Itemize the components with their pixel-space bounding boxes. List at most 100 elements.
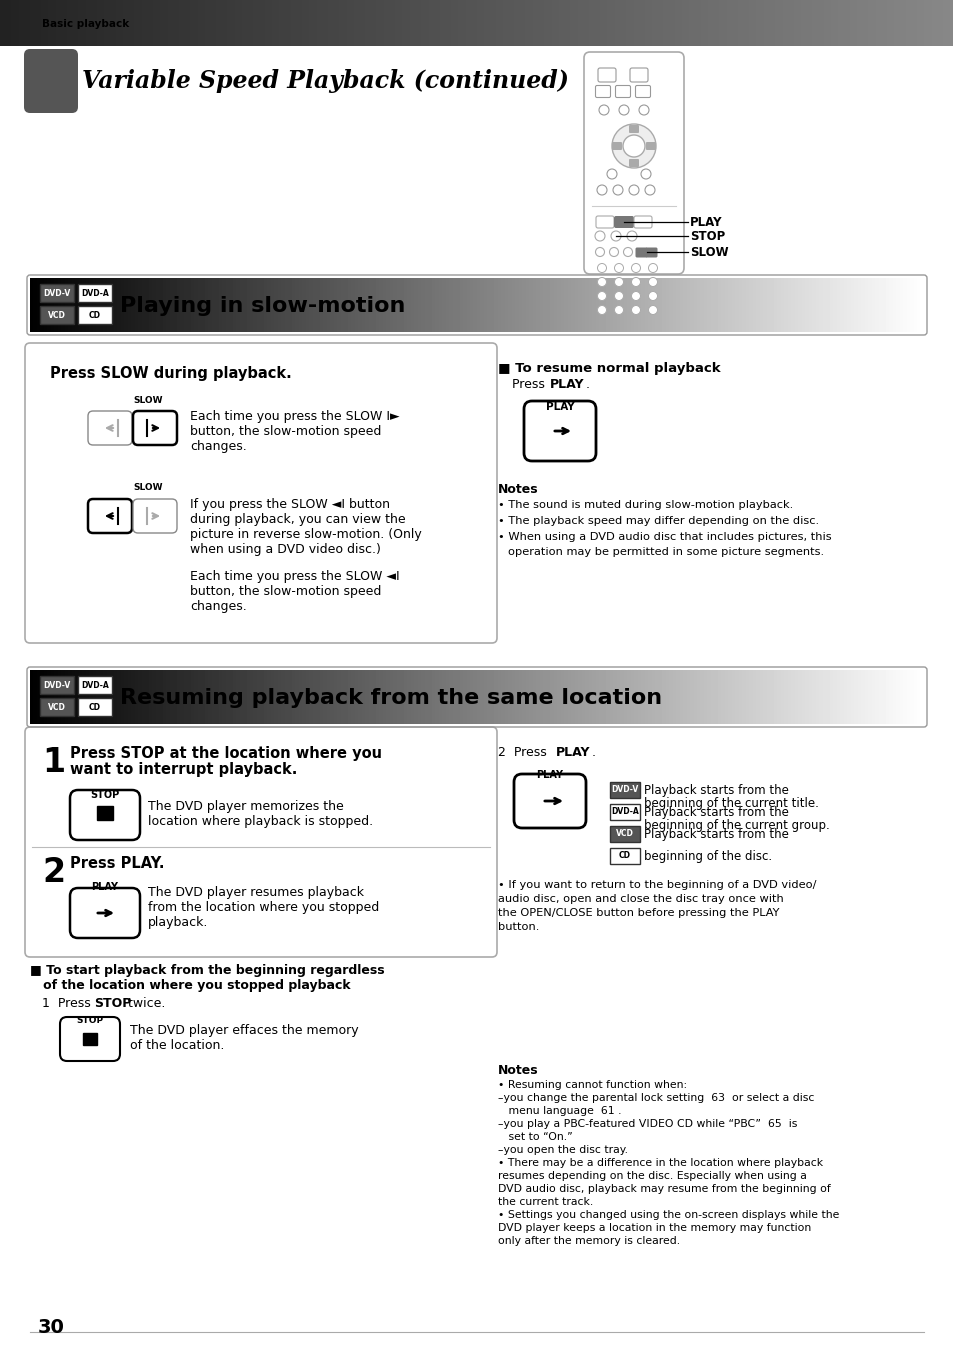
Bar <box>97 806 112 820</box>
FancyBboxPatch shape <box>132 411 177 445</box>
Text: of the location.: of the location. <box>130 1039 224 1051</box>
Bar <box>609 848 639 864</box>
Text: 1: 1 <box>42 745 65 779</box>
Circle shape <box>628 185 639 195</box>
Text: –you play a PBC-featured VIDEO CD while “PBC”  65  is: –you play a PBC-featured VIDEO CD while … <box>497 1119 797 1130</box>
Circle shape <box>614 278 623 287</box>
Text: PLAY: PLAY <box>689 216 721 229</box>
Circle shape <box>597 185 606 195</box>
Text: DVD audio disc, playback may resume from the beginning of: DVD audio disc, playback may resume from… <box>497 1184 830 1194</box>
FancyBboxPatch shape <box>88 411 132 445</box>
Text: SLOW: SLOW <box>689 245 728 259</box>
Text: audio disc, open and close the disc tray once with: audio disc, open and close the disc tray… <box>497 894 783 905</box>
Circle shape <box>614 291 623 301</box>
Text: Press SLOW during playback.: Press SLOW during playback. <box>50 367 292 381</box>
FancyBboxPatch shape <box>523 400 596 461</box>
Circle shape <box>610 231 620 241</box>
Text: twice.: twice. <box>124 998 165 1010</box>
Text: beginning of the current group.: beginning of the current group. <box>643 820 829 832</box>
FancyBboxPatch shape <box>25 342 497 643</box>
Text: If you press the SLOW ◄I button: If you press the SLOW ◄I button <box>190 497 390 511</box>
Text: PLAY: PLAY <box>536 770 563 780</box>
Text: Variable Speed Playback (continued): Variable Speed Playback (continued) <box>82 69 568 93</box>
Circle shape <box>631 278 639 287</box>
Text: • When using a DVD audio disc that includes pictures, this: • When using a DVD audio disc that inclu… <box>497 532 831 542</box>
Text: Playback starts from the: Playback starts from the <box>643 828 788 841</box>
Bar <box>609 803 639 820</box>
Circle shape <box>609 248 618 256</box>
Text: Resuming playback from the same location: Resuming playback from the same location <box>120 687 661 708</box>
Text: Playback starts from the: Playback starts from the <box>643 785 788 797</box>
Text: .: . <box>592 745 596 759</box>
FancyBboxPatch shape <box>24 49 78 113</box>
Text: Notes: Notes <box>497 483 538 496</box>
Text: 2  Press: 2 Press <box>497 745 550 759</box>
Circle shape <box>595 231 604 241</box>
Circle shape <box>631 291 639 301</box>
Circle shape <box>595 248 604 256</box>
Text: STOP: STOP <box>94 998 132 1010</box>
FancyBboxPatch shape <box>614 216 634 228</box>
Text: of the location where you stopped playback: of the location where you stopped playba… <box>30 979 351 992</box>
FancyBboxPatch shape <box>70 888 140 938</box>
Text: Playback starts from the: Playback starts from the <box>643 806 788 820</box>
Bar <box>609 826 639 842</box>
Text: beginning of the disc.: beginning of the disc. <box>643 851 771 863</box>
Circle shape <box>648 278 657 287</box>
Circle shape <box>640 168 650 179</box>
Bar <box>40 675 74 694</box>
Circle shape <box>618 105 628 115</box>
Text: STOP: STOP <box>91 790 119 799</box>
Text: PLAY: PLAY <box>91 882 118 892</box>
Circle shape <box>613 185 622 195</box>
Circle shape <box>648 263 657 272</box>
Text: Press PLAY.: Press PLAY. <box>70 856 164 871</box>
Bar <box>78 284 112 302</box>
Text: The DVD player memorizes the: The DVD player memorizes the <box>148 799 343 813</box>
Text: 1  Press: 1 Press <box>42 998 94 1010</box>
Circle shape <box>606 168 617 179</box>
Text: DVD-V: DVD-V <box>611 786 638 794</box>
Text: • If you want to return to the beginning of a DVD video/: • If you want to return to the beginning… <box>497 880 816 890</box>
Text: DVD player keeps a location in the memory may function: DVD player keeps a location in the memor… <box>497 1223 810 1233</box>
Text: CD: CD <box>89 702 101 712</box>
FancyBboxPatch shape <box>645 248 657 257</box>
Text: Notes: Notes <box>497 1064 538 1077</box>
Circle shape <box>631 263 639 272</box>
Text: menu language  61 .: menu language 61 . <box>497 1105 620 1116</box>
Text: SLOW: SLOW <box>133 396 163 404</box>
Text: STOP: STOP <box>76 1016 104 1024</box>
Text: Each time you press the SLOW ◄I: Each time you press the SLOW ◄I <box>190 570 399 582</box>
Text: playback.: playback. <box>148 917 208 929</box>
FancyBboxPatch shape <box>645 142 656 150</box>
Circle shape <box>614 306 623 314</box>
Circle shape <box>631 306 639 314</box>
Text: changes.: changes. <box>190 600 247 613</box>
Circle shape <box>648 291 657 301</box>
Text: during playback, you can view the: during playback, you can view the <box>190 514 405 526</box>
FancyBboxPatch shape <box>628 125 639 133</box>
Circle shape <box>597 306 606 314</box>
Text: Each time you press the SLOW I►: Each time you press the SLOW I► <box>190 410 399 423</box>
Text: when using a DVD video disc.): when using a DVD video disc.) <box>190 543 380 555</box>
Text: from the location where you stopped: from the location where you stopped <box>148 900 379 914</box>
Text: • The playback speed may differ depending on the disc.: • The playback speed may differ dependin… <box>497 516 819 526</box>
Text: changes.: changes. <box>190 439 247 453</box>
FancyBboxPatch shape <box>634 216 651 228</box>
Text: DVD-V: DVD-V <box>43 288 71 298</box>
Text: CD: CD <box>618 852 630 860</box>
Circle shape <box>598 105 608 115</box>
Text: the OPEN/CLOSE button before pressing the PLAY: the OPEN/CLOSE button before pressing th… <box>497 909 779 918</box>
Text: –you change the parental lock setting  63  or select a disc: –you change the parental lock setting 63… <box>497 1093 814 1103</box>
Circle shape <box>623 248 632 256</box>
Text: Playing in slow-motion: Playing in slow-motion <box>120 297 405 315</box>
Bar <box>78 698 112 716</box>
Bar <box>40 698 74 716</box>
Circle shape <box>648 306 657 314</box>
Circle shape <box>622 135 644 156</box>
FancyBboxPatch shape <box>612 142 621 150</box>
Text: • There may be a difference in the location where playback: • There may be a difference in the locat… <box>497 1158 822 1167</box>
Text: 30: 30 <box>38 1318 65 1337</box>
Text: the current track.: the current track. <box>497 1197 593 1206</box>
Text: picture in reverse slow-motion. (Only: picture in reverse slow-motion. (Only <box>190 528 421 541</box>
